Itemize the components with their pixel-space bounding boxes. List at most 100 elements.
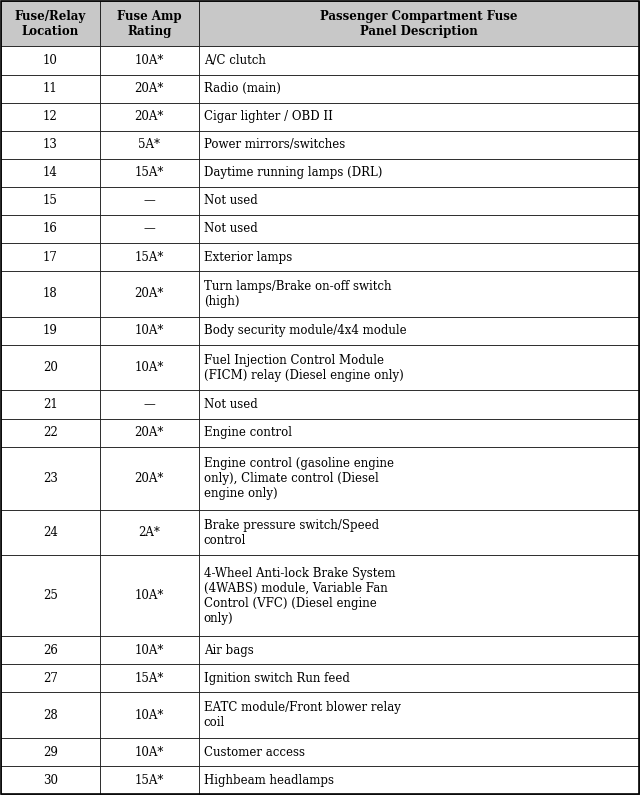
- Bar: [1, 390, 100, 418]
- Text: 23: 23: [43, 471, 58, 485]
- Bar: [198, 75, 639, 103]
- Text: —: —: [143, 398, 155, 411]
- Bar: [198, 556, 639, 636]
- Text: Radio (main): Radio (main): [204, 82, 280, 95]
- Bar: [1, 418, 100, 447]
- Text: Fuse Amp
Rating: Fuse Amp Rating: [117, 10, 182, 37]
- Bar: [198, 636, 639, 665]
- Bar: [100, 1, 198, 46]
- Bar: [1, 75, 100, 103]
- Text: Not used: Not used: [204, 223, 257, 235]
- Bar: [100, 345, 198, 390]
- Text: 18: 18: [43, 288, 58, 301]
- Bar: [1, 1, 100, 46]
- Text: Not used: Not used: [204, 195, 257, 207]
- Text: Highbeam headlamps: Highbeam headlamps: [204, 774, 333, 787]
- Text: Daytime running lamps (DRL): Daytime running lamps (DRL): [204, 166, 382, 180]
- Text: 17: 17: [43, 250, 58, 264]
- Text: 19: 19: [43, 324, 58, 337]
- Bar: [100, 738, 198, 766]
- Bar: [198, 510, 639, 556]
- Bar: [1, 345, 100, 390]
- Text: 10A*: 10A*: [134, 589, 164, 603]
- Text: 20A*: 20A*: [134, 426, 164, 439]
- Bar: [198, 243, 639, 271]
- Bar: [198, 271, 639, 316]
- Bar: [1, 665, 100, 692]
- Text: Engine control: Engine control: [204, 426, 292, 439]
- Text: 10A*: 10A*: [134, 644, 164, 657]
- Text: 15A*: 15A*: [134, 774, 164, 787]
- Bar: [198, 103, 639, 130]
- Text: 28: 28: [43, 708, 58, 722]
- Text: 15: 15: [43, 195, 58, 207]
- Text: Cigar lighter / OBD II: Cigar lighter / OBD II: [204, 111, 333, 123]
- Text: Customer access: Customer access: [204, 746, 305, 758]
- Text: —: —: [143, 195, 155, 207]
- Text: Brake pressure switch/Speed
control: Brake pressure switch/Speed control: [204, 518, 379, 547]
- Bar: [1, 556, 100, 636]
- Text: Exterior lamps: Exterior lamps: [204, 250, 292, 264]
- Bar: [100, 271, 198, 316]
- Text: 15A*: 15A*: [134, 166, 164, 180]
- Bar: [1, 510, 100, 556]
- Text: 4-Wheel Anti-lock Brake System
(4WABS) module, Variable Fan
Control (VFC) (Diese: 4-Wheel Anti-lock Brake System (4WABS) m…: [204, 567, 396, 625]
- Text: Passenger Compartment Fuse
Panel Description: Passenger Compartment Fuse Panel Descrip…: [320, 10, 518, 37]
- Bar: [100, 665, 198, 692]
- Bar: [100, 316, 198, 345]
- Bar: [1, 738, 100, 766]
- Text: 10A*: 10A*: [134, 361, 164, 374]
- Text: 10A*: 10A*: [134, 708, 164, 722]
- Text: 10A*: 10A*: [134, 324, 164, 337]
- Bar: [1, 636, 100, 665]
- Bar: [198, 447, 639, 510]
- Bar: [198, 418, 639, 447]
- Bar: [198, 692, 639, 738]
- Text: 20A*: 20A*: [134, 471, 164, 485]
- Bar: [100, 692, 198, 738]
- Text: 25: 25: [43, 589, 58, 603]
- Bar: [198, 46, 639, 75]
- Text: 22: 22: [43, 426, 58, 439]
- Text: 20A*: 20A*: [134, 288, 164, 301]
- Text: 15A*: 15A*: [134, 672, 164, 684]
- Text: 2A*: 2A*: [138, 526, 160, 539]
- Text: 10: 10: [43, 54, 58, 67]
- Text: 30: 30: [43, 774, 58, 787]
- Text: 16: 16: [43, 223, 58, 235]
- Bar: [198, 1, 639, 46]
- Text: Engine control (gasoline engine
only), Climate control (Diesel
engine only): Engine control (gasoline engine only), C…: [204, 457, 394, 500]
- Bar: [198, 345, 639, 390]
- Bar: [1, 692, 100, 738]
- Bar: [1, 316, 100, 345]
- Bar: [1, 766, 100, 794]
- Text: A/C clutch: A/C clutch: [204, 54, 266, 67]
- Bar: [1, 215, 100, 243]
- Text: —: —: [143, 223, 155, 235]
- Bar: [100, 103, 198, 130]
- Bar: [198, 159, 639, 187]
- Text: Fuse/Relay
Location: Fuse/Relay Location: [15, 10, 86, 37]
- Text: 5A*: 5A*: [138, 138, 160, 151]
- Text: 11: 11: [43, 82, 58, 95]
- Bar: [100, 130, 198, 159]
- Text: Ignition switch Run feed: Ignition switch Run feed: [204, 672, 349, 684]
- Bar: [100, 243, 198, 271]
- Text: 29: 29: [43, 746, 58, 758]
- Text: Fuel Injection Control Module
(FICM) relay (Diesel engine only): Fuel Injection Control Module (FICM) rel…: [204, 354, 403, 382]
- Bar: [100, 390, 198, 418]
- Text: 27: 27: [43, 672, 58, 684]
- Bar: [100, 556, 198, 636]
- Text: 10A*: 10A*: [134, 746, 164, 758]
- Bar: [100, 510, 198, 556]
- Bar: [100, 215, 198, 243]
- Bar: [100, 766, 198, 794]
- Bar: [1, 159, 100, 187]
- Text: 12: 12: [43, 111, 58, 123]
- Bar: [198, 390, 639, 418]
- Bar: [100, 187, 198, 215]
- Bar: [1, 447, 100, 510]
- Bar: [198, 215, 639, 243]
- Bar: [198, 738, 639, 766]
- Text: 24: 24: [43, 526, 58, 539]
